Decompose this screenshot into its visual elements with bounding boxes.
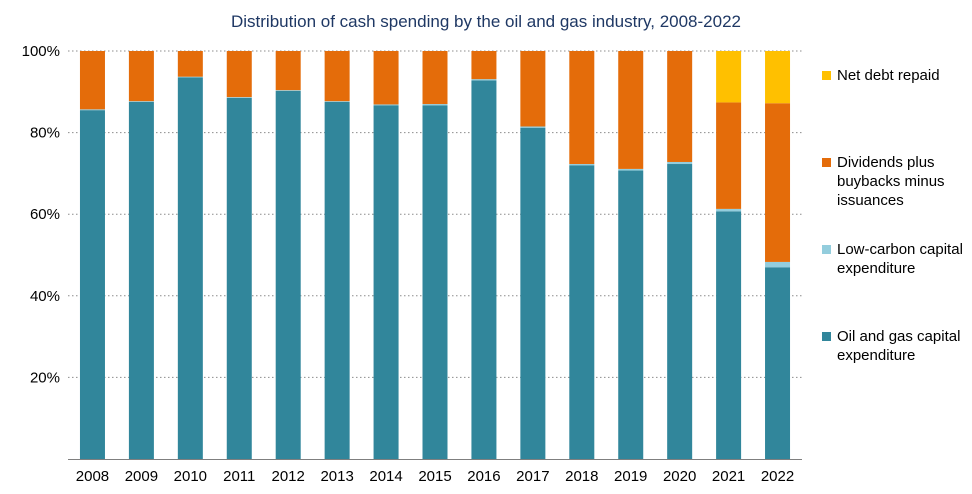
bar-segment	[128, 101, 154, 102]
y-tick-label: 20%	[30, 369, 60, 386]
bar-segment	[569, 164, 595, 166]
legend-label-oil-gas: Oil and gas capital expenditure	[837, 328, 961, 364]
legend-label-dividends: Dividends plus buybacks minus issuances	[837, 154, 945, 209]
x-tick-label: 2012	[272, 468, 305, 485]
bar-segment	[765, 267, 791, 459]
x-tick-label: 2017	[516, 468, 549, 485]
bar-segment	[716, 211, 742, 459]
legend: Net debt repaid Dividends plus buybacks …	[822, 0, 967, 494]
bar-segment	[422, 105, 448, 459]
y-tick-label: 60%	[30, 206, 60, 223]
bar-segment	[79, 109, 105, 111]
bar-segment	[275, 90, 301, 459]
x-tick-label: 2008	[76, 468, 109, 485]
bar-segment	[520, 126, 546, 128]
x-tick-label: 2020	[663, 468, 696, 485]
legend-swatch-dividends	[822, 158, 831, 167]
bar-segment	[324, 101, 350, 102]
x-tick-label: 2016	[467, 468, 500, 485]
x-tick-label: 2015	[418, 468, 451, 485]
bar-segment	[177, 77, 203, 460]
bar-segment	[128, 51, 154, 102]
bar-segment	[79, 51, 105, 110]
bar-segment	[618, 51, 644, 169]
bar-segment	[520, 127, 546, 459]
bar-segment	[569, 51, 595, 165]
legend-swatch-low-carbon	[822, 245, 831, 254]
x-tick-label: 2022	[761, 468, 794, 485]
bar-segment	[324, 51, 350, 102]
bar-segment	[177, 76, 203, 78]
bar-segment	[667, 161, 693, 165]
bar-segment	[422, 51, 448, 105]
bar-segment	[422, 104, 448, 106]
bar-segment	[275, 51, 301, 91]
axes: 20% 40% 60% 80% 100% 2008 2009 2010 2011 2012 2013…	[22, 43, 802, 485]
bar-segment	[373, 51, 399, 105]
bar-segment	[618, 170, 644, 459]
bar-segment	[765, 51, 791, 104]
bar-segment	[716, 208, 742, 212]
y-tick-label: 80%	[30, 125, 60, 142]
legend-label-net-debt-repaid: Net debt repaid	[837, 67, 940, 84]
bar-segment	[471, 79, 497, 81]
bars	[79, 51, 791, 460]
legend-swatch-net-debt-repaid	[822, 71, 831, 80]
bar-segment	[471, 80, 497, 459]
y-tick-label: 100%	[22, 43, 60, 60]
bar-segment	[765, 103, 791, 262]
x-tick-label: 2014	[369, 468, 402, 485]
x-tick-label: 2021	[712, 468, 745, 485]
bar-segment	[373, 105, 399, 459]
bar-segment	[226, 51, 252, 98]
bar-segment	[226, 97, 252, 460]
bar-segment	[471, 51, 497, 80]
bar-segment	[569, 165, 595, 460]
bar-segment	[128, 102, 154, 459]
bar-segment	[226, 97, 252, 98]
legend-label-low-carbon: Low-carbon capital expenditure	[837, 241, 963, 277]
bar-segment	[618, 168, 644, 171]
legend-swatch-oil-gas	[822, 332, 831, 341]
bar-segment	[716, 102, 742, 209]
y-tick-label: 40%	[30, 288, 60, 305]
bar-segment	[275, 90, 301, 91]
bar-segment	[373, 104, 399, 106]
x-tick-label: 2013	[320, 468, 353, 485]
bar-segment	[765, 261, 791, 268]
bar-segment	[177, 51, 203, 77]
x-tick-label: 2019	[614, 468, 647, 485]
x-tick-label: 2010	[174, 468, 207, 485]
x-tick-label: 2011	[223, 468, 255, 485]
bar-segment	[520, 51, 546, 127]
bar-segment	[667, 164, 693, 460]
x-tick-label: 2018	[565, 468, 598, 485]
x-tick-label: 2009	[125, 468, 158, 485]
bar-segment	[716, 51, 742, 103]
bar-segment	[667, 51, 693, 162]
chart-title: Distribution of cash spending by the oil…	[230, 12, 741, 31]
bar-segment	[79, 110, 105, 459]
bar-segment	[324, 102, 350, 459]
